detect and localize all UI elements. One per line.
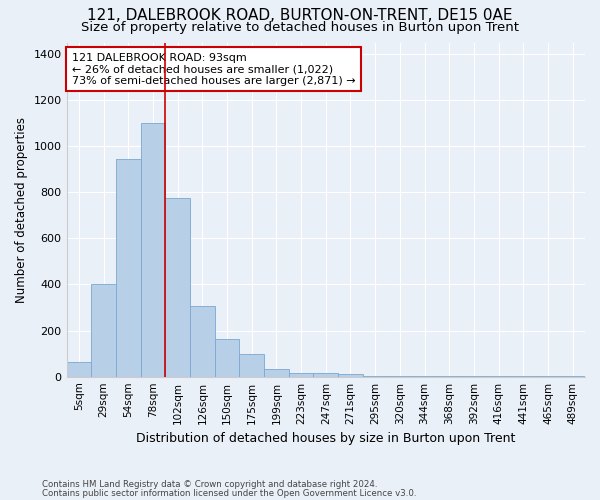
- X-axis label: Distribution of detached houses by size in Burton upon Trent: Distribution of detached houses by size …: [136, 432, 515, 445]
- Bar: [289, 373, 313, 376]
- Y-axis label: Number of detached properties: Number of detached properties: [15, 116, 28, 302]
- Bar: [264, 368, 289, 376]
- Text: Contains public sector information licensed under the Open Government Licence v3: Contains public sector information licen…: [42, 488, 416, 498]
- Bar: [165, 198, 190, 376]
- Bar: [338, 374, 363, 376]
- Bar: [215, 338, 239, 376]
- Bar: [116, 159, 140, 376]
- Text: 121, DALEBROOK ROAD, BURTON-ON-TRENT, DE15 0AE: 121, DALEBROOK ROAD, BURTON-ON-TRENT, DE…: [87, 8, 513, 22]
- Text: Size of property relative to detached houses in Burton upon Trent: Size of property relative to detached ho…: [81, 21, 519, 34]
- Bar: [239, 354, 264, 376]
- Text: 121 DALEBROOK ROAD: 93sqm
← 26% of detached houses are smaller (1,022)
73% of se: 121 DALEBROOK ROAD: 93sqm ← 26% of detac…: [72, 52, 355, 86]
- Bar: [91, 284, 116, 376]
- Text: Contains HM Land Registry data © Crown copyright and database right 2024.: Contains HM Land Registry data © Crown c…: [42, 480, 377, 489]
- Bar: [67, 362, 91, 376]
- Bar: [140, 123, 165, 376]
- Bar: [190, 306, 215, 376]
- Bar: [313, 373, 338, 376]
